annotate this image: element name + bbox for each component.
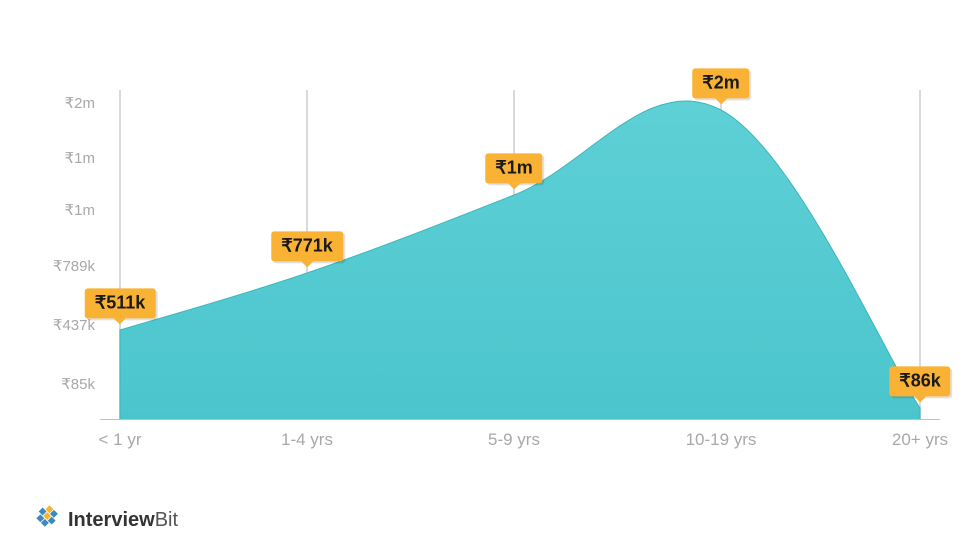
x-tick-label: 20+ yrs <box>892 430 948 450</box>
data-point-label: ₹1m <box>485 153 542 183</box>
logo-text-light: Bit <box>155 509 178 531</box>
x-tick-label: 10-19 yrs <box>686 430 757 450</box>
x-tick-label: 1-4 yrs <box>281 430 333 450</box>
y-tick-label: ₹437k <box>53 316 95 334</box>
x-tick-label: 5-9 yrs <box>488 430 540 450</box>
logo-text-bold: Interview <box>68 509 155 531</box>
y-tick-label: ₹789k <box>53 257 95 275</box>
logo-icon <box>30 504 62 536</box>
y-tick-label: ₹85k <box>61 375 95 393</box>
salary-area-chart <box>100 90 940 420</box>
x-tick-label: < 1 yr <box>99 430 142 450</box>
y-tick-label: ₹2m <box>65 94 95 112</box>
y-axis-labels: ₹2m ₹1m ₹1m ₹789k ₹437k ₹85k <box>25 90 95 420</box>
data-point-label: ₹511k <box>85 288 156 318</box>
y-tick-label: ₹1m <box>65 149 95 167</box>
data-point-label: ₹2m <box>692 68 749 98</box>
chart-svg <box>100 90 940 420</box>
data-point-label: ₹771k <box>271 231 343 261</box>
brand-logo: InterviewBit <box>30 504 178 536</box>
data-point-label: ₹86k <box>889 366 950 396</box>
x-axis-labels: < 1 yr1-4 yrs5-9 yrs10-19 yrs20+ yrs <box>100 430 940 460</box>
logo-text: InterviewBit <box>68 509 178 532</box>
y-tick-label: ₹1m <box>65 201 95 219</box>
